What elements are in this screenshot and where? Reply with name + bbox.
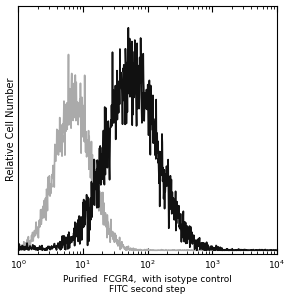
Y-axis label: Relative Cell Number: Relative Cell Number	[6, 78, 15, 181]
X-axis label: Purified  FCGR4,  with isotype control
FITC second step: Purified FCGR4, with isotype control FIT…	[63, 275, 232, 294]
